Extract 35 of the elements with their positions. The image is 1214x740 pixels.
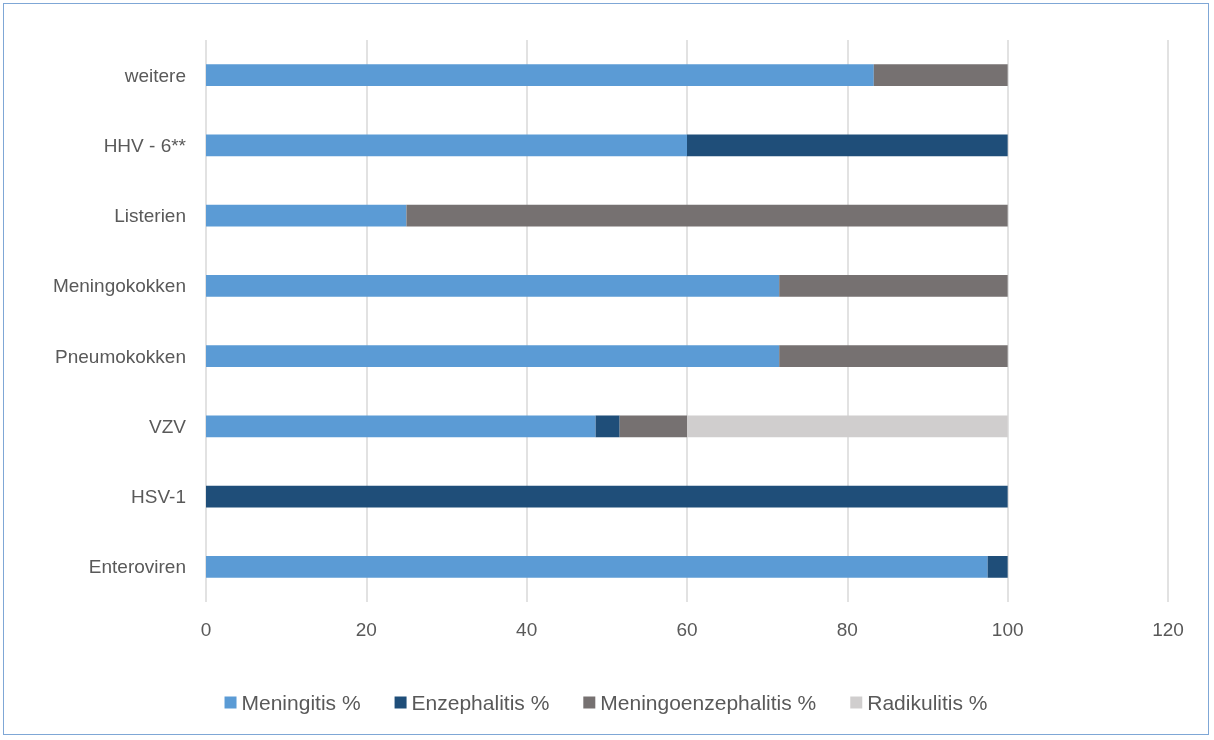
- y-tick-label: Enteroviren: [88, 556, 186, 578]
- x-tick-label: 120: [1152, 619, 1184, 640]
- y-tick-label: Listerien: [114, 205, 186, 227]
- legend-label: Enzephalitis %: [411, 691, 550, 714]
- x-tick-label: 100: [991, 619, 1024, 640]
- bar: [206, 204, 407, 227]
- bar: [206, 415, 596, 438]
- y-tick-label: Meningokokken: [52, 275, 186, 297]
- bar: [779, 345, 1008, 368]
- bar: [206, 345, 780, 368]
- bar: [206, 134, 687, 157]
- legend-label: Meningitis %: [241, 691, 361, 714]
- bar: [987, 555, 1008, 578]
- bar: [595, 415, 620, 438]
- bar: [873, 64, 1008, 87]
- bar: [206, 485, 1008, 508]
- bar: [687, 134, 1008, 157]
- y-tick-label: HHV - 6**: [103, 134, 187, 156]
- bar: [406, 204, 1008, 227]
- x-tick-label: 60: [676, 619, 698, 640]
- x-tick-label: 40: [516, 619, 538, 640]
- x-tick-label: 0: [200, 619, 212, 640]
- bar: [779, 274, 1008, 297]
- x-tick-label: 20: [355, 619, 377, 640]
- y-tick-label: HSV-1: [131, 486, 186, 508]
- y-tick-label: weitere: [123, 64, 186, 86]
- bar: [619, 415, 687, 438]
- bar: [206, 64, 874, 87]
- bar: [206, 555, 988, 578]
- bar: [206, 274, 780, 297]
- y-tick-label: Pneumokokken: [55, 345, 186, 367]
- y-tick-label: VZV: [149, 415, 187, 437]
- legend-label: Radikulitis %: [867, 691, 988, 714]
- legend-label: Meningoenzephalitis %: [600, 691, 817, 714]
- x-tick-label: 80: [836, 619, 858, 640]
